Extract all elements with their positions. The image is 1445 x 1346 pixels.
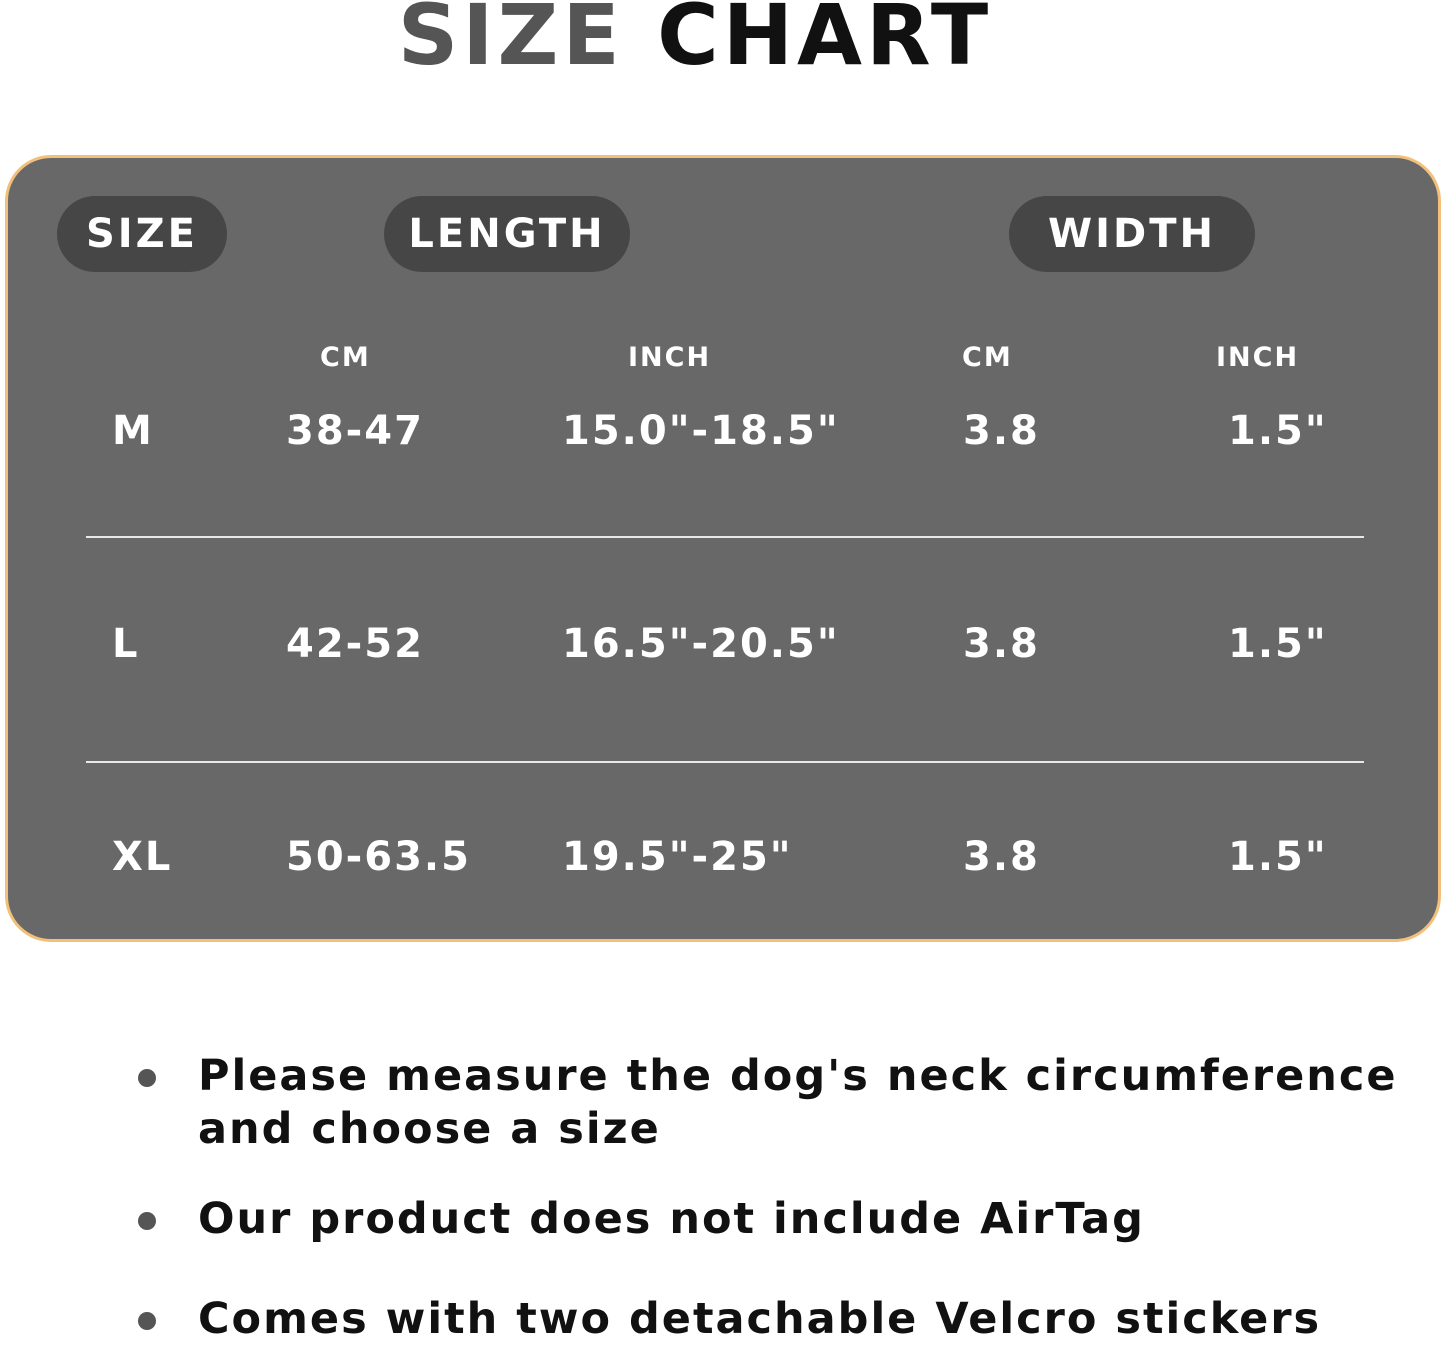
title-size: SIZE <box>397 0 624 84</box>
bullet-icon <box>138 1212 156 1230</box>
cell-width-cm: 3.8 <box>963 834 1040 880</box>
cell-length-inch: 19.5"-25" <box>562 834 793 880</box>
size-chart-panel: SIZE LENGTH WIDTH CM INCH CM INCH M 38-4… <box>5 155 1441 942</box>
header-size: SIZE <box>57 196 227 272</box>
cell-width-inch: 1.5" <box>1228 408 1328 454</box>
cell-length-cm: 50-63.5 <box>286 834 471 880</box>
cell-width-inch: 1.5" <box>1228 621 1328 667</box>
cell-length-cm: 42-52 <box>286 621 424 667</box>
note-text: Comes with two detachable Velcro sticker… <box>198 1294 1322 1344</box>
cell-length-inch: 16.5"-20.5" <box>562 621 840 667</box>
cell-size: M <box>112 408 154 454</box>
note-text: Our product does not include AirTag <box>198 1194 1145 1244</box>
page-title: SIZE CHART <box>0 0 1390 84</box>
header-length: LENGTH <box>384 196 630 272</box>
row-divider <box>86 761 1364 763</box>
title-chart: CHART <box>657 0 993 84</box>
subheader-length-inch: INCH <box>628 342 712 373</box>
cell-width-cm: 3.8 <box>963 621 1040 667</box>
header-width: WIDTH <box>1009 196 1255 272</box>
subheader-width-cm: CM <box>962 342 1013 373</box>
cell-size: L <box>112 621 140 667</box>
subheader-length-cm: CM <box>320 342 371 373</box>
bullet-icon <box>138 1069 156 1087</box>
cell-length-cm: 38-47 <box>286 408 424 454</box>
note-line: and choose a size <box>198 1104 661 1154</box>
cell-size: XL <box>112 834 173 880</box>
subheader-width-inch: INCH <box>1216 342 1300 373</box>
cell-width-inch: 1.5" <box>1228 834 1328 880</box>
bullet-icon <box>138 1312 156 1330</box>
row-divider <box>86 536 1364 538</box>
cell-width-cm: 3.8 <box>963 408 1040 454</box>
note-line: Please measure the dog's neck circumfere… <box>198 1051 1398 1101</box>
note-text: Please measure the dog's neck circumfere… <box>198 1050 1398 1156</box>
cell-length-inch: 15.0"-18.5" <box>562 408 840 454</box>
